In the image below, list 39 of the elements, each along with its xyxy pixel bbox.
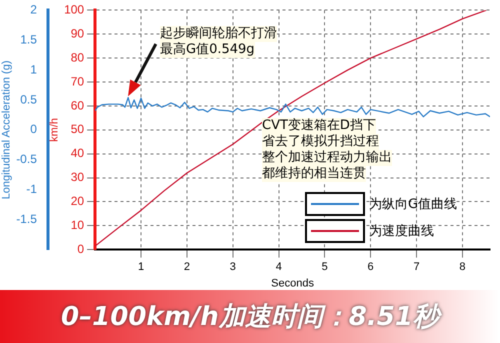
x-tick-label: 2: [184, 261, 190, 274]
x-tick-label: 1: [138, 261, 144, 274]
text: 0–100km/h加速时间：8.51秒: [0, 290, 500, 343]
y-tick-label: 1.5: [20, 32, 38, 46]
x-tick-label: 4: [276, 261, 282, 274]
x-tick-label: 6: [368, 261, 374, 274]
x-tick-label: 8: [459, 261, 466, 274]
y-tick-label: 2: [30, 2, 38, 17]
annotation: CVT变速箱在D挡下: [262, 118, 376, 134]
y-tick-label: -1.5: [16, 212, 38, 226]
x-tick-label: 7: [413, 261, 420, 274]
y-tick-label: 0.5: [20, 92, 38, 106]
y2-tick-label: 40: [70, 146, 84, 160]
x-tick-label: 5: [322, 261, 328, 274]
legend-label: 为速度曲线: [369, 222, 434, 240]
y-axis-title: Longitudinal Acceleration (g): [0, 60, 13, 200]
annotation: 都维持的相当连贯: [262, 166, 366, 182]
y2-tick-label: 20: [70, 194, 84, 208]
annotation: 整个加速过程动力输出: [262, 150, 392, 166]
legend-label: 为纵向G值曲线: [369, 196, 458, 213]
x-tick-label: 3: [230, 261, 236, 274]
y2-tick-label: 30: [70, 170, 84, 184]
y2-tick-label: 10: [70, 218, 84, 232]
annotation: 起步瞬间轮胎不打滑: [160, 26, 277, 42]
y2-tick-label: 70: [70, 74, 84, 88]
y-tick-label: 0: [30, 122, 38, 136]
x-axis-title: Seconds: [271, 277, 314, 290]
y2-tick-label: 0: [77, 242, 84, 256]
annotation: 最高G值0.549g: [160, 42, 255, 58]
y2-tick-label: 80: [70, 50, 84, 64]
y2-axis-title: km/h: [48, 118, 61, 142]
y2-tick-label: 50: [70, 122, 84, 136]
y2-tick-label: 60: [70, 98, 84, 112]
y2-tick-label: 100: [64, 2, 84, 17]
y-tick-label: 1: [30, 62, 38, 76]
y-tick-label: -0.5: [16, 152, 38, 166]
y-tick-label: -1: [26, 182, 38, 196]
annotation: 省去了模拟升挡过程: [262, 134, 379, 150]
y2-tick-label: 90: [70, 26, 84, 40]
